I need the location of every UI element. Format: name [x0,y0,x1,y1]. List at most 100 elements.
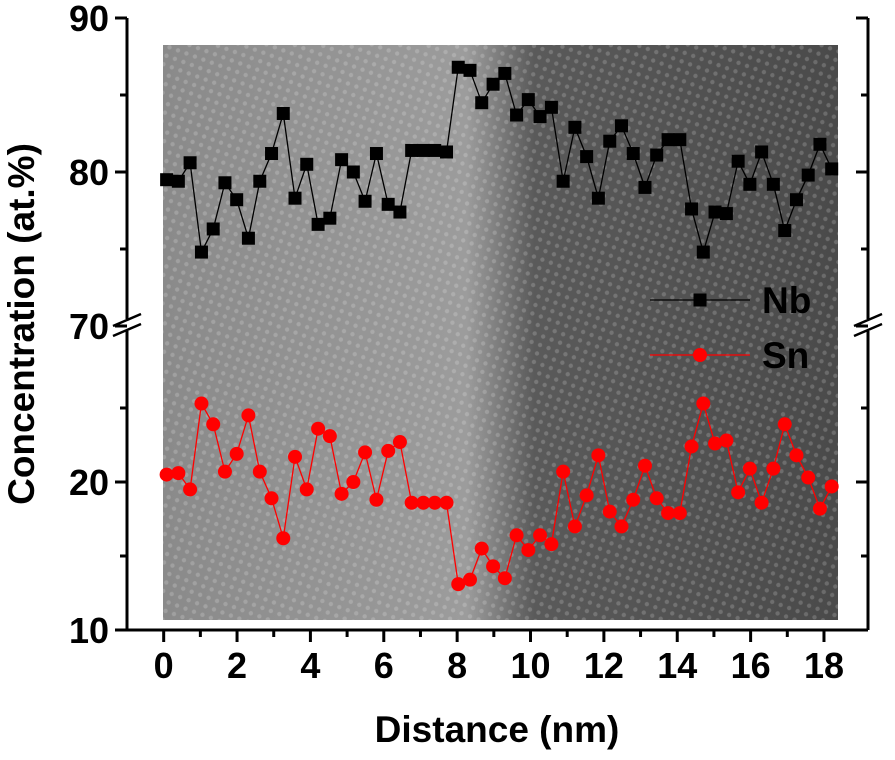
marker [603,134,617,148]
y-tick-label: 90 [69,0,109,39]
marker [346,165,360,179]
marker [288,449,303,464]
marker [160,173,174,187]
marker [626,492,641,507]
marker [183,156,197,170]
break-mark [112,312,142,328]
marker [649,491,664,506]
marker [241,231,255,245]
marker [626,147,640,161]
marker [369,492,384,507]
marker [579,488,594,503]
marker [264,491,279,506]
marker [428,143,442,157]
marker [241,408,256,423]
marker [474,541,489,556]
marker [661,506,676,521]
marker [766,461,781,476]
marker [801,168,815,182]
marker [567,519,582,534]
break-gap [108,319,148,331]
break-gap [850,319,890,331]
marker [614,119,628,133]
marker [265,147,279,161]
marker [509,528,524,543]
marker [276,531,291,546]
marker [218,176,232,190]
marker [427,495,442,510]
y-tick-label: 70 [69,306,109,347]
marker [708,205,722,219]
marker [439,495,454,510]
marker [497,571,512,586]
marker [812,501,827,516]
marker [731,485,746,500]
marker [463,63,477,77]
y-tick-label: 80 [69,152,109,193]
marker [451,60,465,74]
marker [486,559,501,574]
marker [591,448,606,463]
marker [544,537,559,552]
y-tick-label: 20 [69,462,109,503]
marker [825,162,839,176]
marker [777,417,792,432]
marker [637,458,652,473]
marker [253,174,267,188]
marker [638,180,652,194]
marker [381,197,395,211]
marker [824,479,839,494]
marker [568,120,582,134]
marker [556,464,571,479]
x-tick-label: 16 [731,645,771,686]
marker [696,245,710,259]
marker [230,193,244,207]
marker [510,108,524,122]
marker [392,435,407,450]
marker [194,396,209,411]
x-tick-label: 0 [154,645,174,686]
marker [381,443,396,458]
x-tick-label: 6 [374,645,394,686]
marker [521,543,536,558]
marker [614,519,629,534]
marker [404,495,419,510]
marker [789,448,804,463]
marker [323,211,337,225]
marker [650,148,664,162]
marker [672,506,687,521]
marker [229,446,244,461]
marker [754,495,769,510]
axes [108,18,890,632]
marker [755,145,769,159]
marker [778,224,792,238]
marker [311,421,326,436]
x-tick-label: 18 [804,645,844,686]
legend-marker [693,348,707,362]
x-axis-title: Distance (nm) [375,709,620,750]
marker [684,439,699,454]
marker [708,436,723,451]
marker [591,191,605,205]
legend-label: Sn [762,335,809,376]
break-mark [112,322,142,338]
marker [206,417,221,432]
x-tick-label: 10 [510,645,550,686]
marker [206,222,220,236]
marker [533,528,548,543]
marker [685,202,699,216]
marker [521,93,535,107]
marker [217,464,232,479]
break-mark [853,322,883,338]
marker [544,100,558,114]
marker [813,137,827,151]
marker [580,150,594,164]
marker [719,433,734,448]
legend-marker [693,293,707,307]
marker [661,133,675,147]
marker [533,110,547,124]
marker [451,577,466,592]
marker [252,464,267,479]
marker [416,143,430,157]
marker [498,66,512,80]
